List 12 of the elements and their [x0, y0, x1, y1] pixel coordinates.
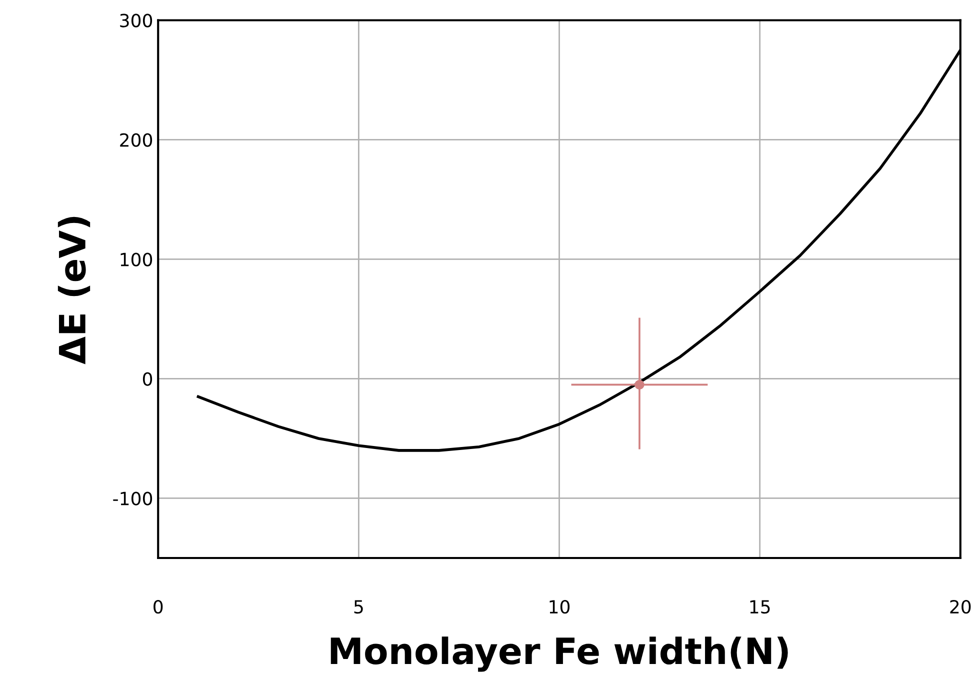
x-axis-title: Monolayer Fe width(N) [330, 636, 788, 672]
y-tick-label: -100 [113, 492, 152, 506]
x-tick-label: 20 [950, 600, 971, 614]
x-tick-label: 5 [354, 600, 363, 614]
y-tick-label: 100 [120, 252, 152, 266]
x-tick-label: 15 [750, 600, 770, 614]
x-tick-label: 10 [550, 600, 570, 614]
x-tick-label: 0 [154, 600, 163, 614]
y-tick-label: 200 [120, 133, 152, 147]
y-tick-label: 0 [142, 372, 152, 386]
y-axis-title: ΔE (eV) [58, 216, 90, 364]
y-tick-label: 300 [120, 14, 152, 28]
